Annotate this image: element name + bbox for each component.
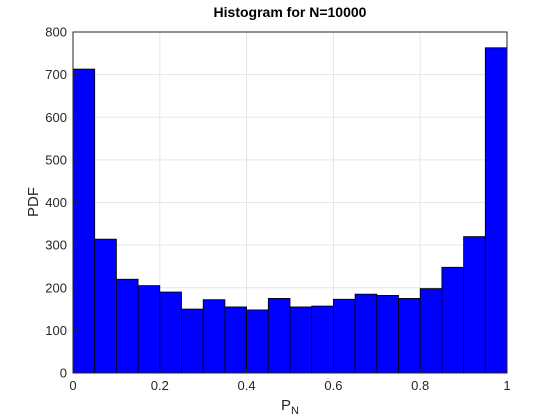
histogram-bar [202, 299, 226, 374]
x-axis-ticks: 0 0.2 0.4 0.6 0.8 1 [69, 369, 511, 393]
x-tick-label: 0.2 [151, 378, 169, 393]
x-axis-label-main: P [281, 397, 291, 414]
histogram-bar [419, 288, 443, 374]
y-tick-label: 500 [45, 152, 67, 167]
x-axis-label-subscript: N [291, 405, 299, 417]
x-tick-label: 0.4 [238, 378, 256, 393]
x-tick-label: 0 [69, 378, 76, 393]
histogram-bar [484, 47, 508, 374]
y-tick-label: 800 [45, 25, 67, 40]
histogram-bar [181, 308, 204, 374]
x-axis-label: PN [281, 397, 299, 417]
histogram-bar [289, 306, 313, 374]
histogram-bar [159, 291, 182, 374]
x-tick-label: 1 [503, 378, 510, 393]
histogram-bar [354, 293, 378, 374]
histogram-bars [72, 47, 508, 374]
x-tick-label: 0.8 [411, 378, 429, 393]
x-tick-label: 0.6 [324, 378, 342, 393]
histogram-bar [246, 309, 269, 374]
y-tick-label: 200 [45, 280, 67, 295]
y-tick-label: 0 [60, 366, 67, 381]
histogram-bar [441, 266, 464, 374]
y-tick-label: 100 [45, 323, 67, 338]
chart-title: Histogram for N=10000 [214, 4, 367, 20]
y-axis-label: PDF [25, 187, 42, 217]
y-tick-label: 300 [45, 238, 67, 253]
y-tick-label: 600 [45, 110, 67, 125]
histogram-bar [398, 298, 421, 374]
histogram-bar [376, 295, 399, 374]
histogram-bar [94, 238, 117, 374]
y-tick-label: 400 [45, 195, 67, 210]
y-axis-ticks: 0 100 200 300 400 500 600 700 800 [45, 25, 77, 381]
histogram-bar [267, 298, 291, 374]
histogram-bar [72, 68, 96, 374]
histogram-bar [116, 278, 139, 374]
histogram-bar [224, 306, 247, 374]
histogram-bar [311, 305, 334, 374]
histogram-bar [332, 298, 356, 374]
histogram-bar [137, 285, 161, 374]
y-tick-label: 700 [45, 67, 67, 82]
histogram-bar [463, 236, 486, 374]
